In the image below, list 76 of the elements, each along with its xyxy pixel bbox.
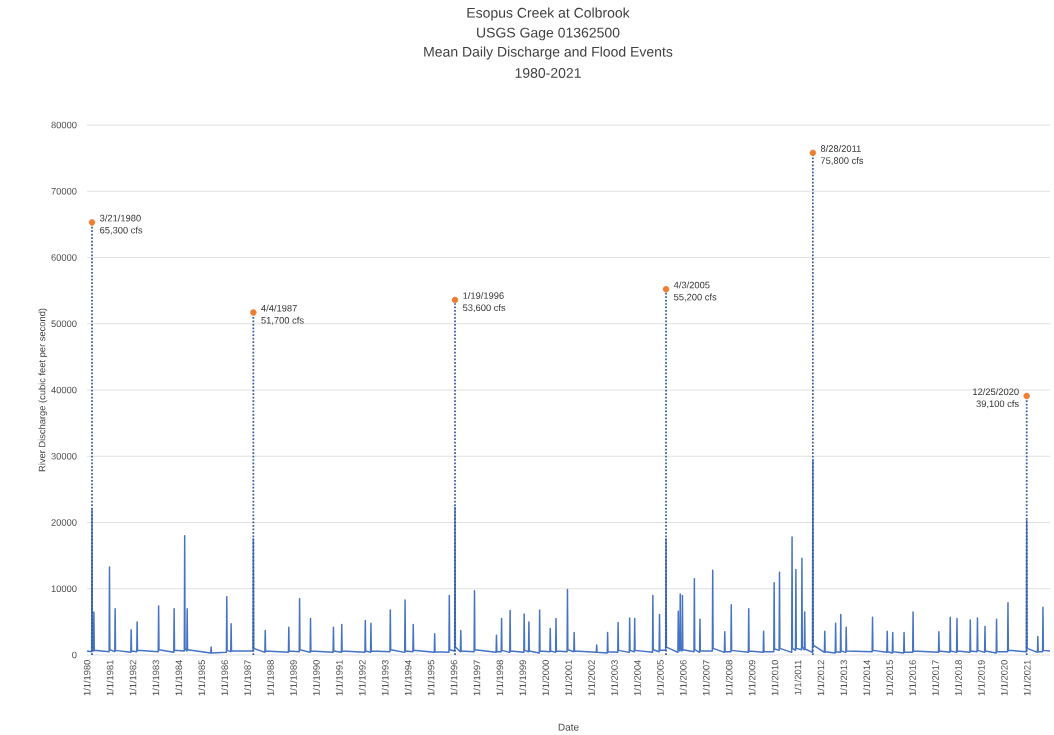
x-tick-label: 1/1/1999 [519,660,527,696]
x-tick-label: 1/1/2015 [886,660,893,696]
x-tick-label: 1/1/2003 [610,660,618,696]
x-tick-label: 1/1/2016 [909,660,916,696]
data-label: 65,300 cfs [100,226,143,235]
x-tick-label: 1/1/1986 [221,660,228,696]
x-tick-label: 1/1/1996 [450,660,458,696]
y-tick-label: 10000 [51,585,77,592]
data-label: 53,600 cfs [462,304,506,313]
x-tick-label: 1/1/2020 [1000,660,1008,696]
x-tick-label: 1/1/2005 [656,660,664,696]
y-tick-label: 50000 [51,320,77,327]
x-tick-label: 1/1/1993 [381,660,389,696]
x-tick-label: 1/1/2002 [588,660,595,696]
annotation: 1/19/1996 [463,292,504,299]
x-tick-label: 1/1/2007 [702,660,710,696]
x-axis-title: Date [558,723,579,731]
point [451,296,459,304]
x-tick-label: 1/1/2011 [794,660,802,695]
chart-subtitle: USGS Gage 01362500 [477,27,620,41]
point [1023,392,1030,400]
x-tick-label: 1/1/1984 [175,659,183,696]
data-label: 55,200 cfs [674,293,717,302]
x-tick-label: 1/1/1989 [289,660,297,696]
x-tick-label: 1/1/2008 [725,660,733,696]
y-tick-label: 30000 [51,452,77,460]
x-tick-label: 1/1/2012 [817,660,825,696]
y-tick-label: 70000 [51,187,77,195]
x-tick-label: 1/1/2017 [932,660,939,696]
point [809,149,817,156]
y-tick-label: 20000 [51,519,77,526]
y-tick-label: 40000 [51,386,77,394]
x-tick-label: 1/1/1997 [473,660,481,696]
x-tick-label: 1/1/1991 [335,660,343,696]
point [250,309,257,316]
x-tick-label: 1/1/1987 [244,660,251,696]
annotation: 12/25/2020 [973,388,1019,395]
x-tick-label: 1/1/1983 [152,660,160,696]
x-tick-label: 1/1/2010 [771,660,779,696]
x-tick-label: 1/1/1981 [106,660,114,696]
annotation: 8/28/2011 [820,144,861,152]
y-axis-title: River Discharge (cubic feet per second) [38,308,48,472]
x-tick-label: 1/1/2013 [840,660,848,696]
x-tick-label: 1/1/1992 [358,660,366,696]
annotation: 4/4/1987 [261,304,297,312]
data-label: 75,800 cfs [820,157,864,165]
x-tick-label: 1/1/2021 [1023,660,1031,696]
x-tick-label: 1/1/2009 [748,660,756,696]
x-tick-label: 1/1/1985 [198,660,206,696]
line-series [86,459,1051,654]
chart-title: Esopus Creek at Colbrook [467,7,630,21]
x-tick-label: 1/1/1994 [404,659,412,696]
x-tick-label: 1/1/1990 [312,660,320,696]
y-tick-label: 80000 [51,121,77,129]
text: Mean Daily Discharge and Flood Events [424,46,673,60]
point [662,286,670,293]
x-tick-label: 1/1/1980 [83,660,91,696]
y-tick-label: 60000 [51,254,77,261]
x-tick-label: 1/1/2004 [633,659,641,696]
x-tick-label: 1/1/2018 [954,660,962,696]
text: 1980-2021 [515,67,581,78]
data-label: 39,100 cfs [976,400,1019,409]
y-tick-label: 0 [72,651,77,659]
data-label: 51,700 cfs [261,316,304,325]
x-tick-label: 1/1/2001 [565,660,572,696]
annotation: 4/3/2005 [673,281,710,289]
x-tick-label: 1/1/1982 [129,660,137,696]
x-tick-label: 1/1/1998 [496,660,504,696]
x-tick-label: 1/1/1995 [427,660,435,696]
x-tick-label: 1/1/2014 [863,659,871,696]
x-tick-label: 1/1/1988 [267,660,274,696]
x-tick-label: 1/1/2000 [542,660,550,696]
point [88,219,96,226]
annotation: 3/21/1980 [99,214,141,222]
x-tick-label: 1/1/2006 [679,660,687,696]
x-tick-label: 1/1/2019 [977,660,985,696]
